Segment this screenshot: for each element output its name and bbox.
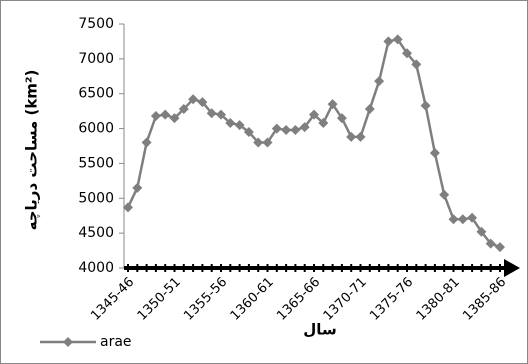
y-tick-label: 4000 <box>78 260 114 276</box>
data-point <box>467 212 478 223</box>
y-tick-label: 6500 <box>78 86 114 102</box>
data-point <box>132 182 143 193</box>
data-point <box>429 147 440 158</box>
y-tick-label: 6000 <box>78 121 114 137</box>
data-point <box>169 113 180 124</box>
data-point <box>225 117 236 128</box>
data-point <box>271 123 282 134</box>
data-point <box>495 242 505 253</box>
y-tick-label: 7500 <box>78 16 114 32</box>
data-point <box>364 104 375 115</box>
x-axis-label: سال <box>303 321 336 339</box>
y-axis-label: مساحت دریاچه (km²) <box>23 70 42 231</box>
data-point <box>457 214 468 225</box>
data-point <box>327 99 338 110</box>
data-point <box>123 202 133 213</box>
data-point <box>411 59 422 70</box>
data-point <box>448 214 459 225</box>
data-point <box>178 104 189 115</box>
data-point <box>355 131 366 142</box>
data-point <box>383 36 394 47</box>
data-point <box>402 48 412 59</box>
data-point <box>141 137 152 148</box>
legend-marker <box>63 337 73 347</box>
data-point <box>150 111 161 122</box>
data-point <box>253 137 264 148</box>
y-tick-label: 4500 <box>78 225 114 241</box>
y-tick-label: 7000 <box>78 51 114 67</box>
data-point <box>318 117 329 128</box>
data-point <box>336 113 347 124</box>
data-point <box>243 127 254 138</box>
data-point <box>216 109 226 120</box>
data-point <box>188 94 199 105</box>
data-point <box>309 109 319 120</box>
data-point <box>439 189 450 200</box>
data-point <box>197 97 208 108</box>
data-point <box>160 109 171 120</box>
x-axis-arrow <box>504 259 520 277</box>
data-point <box>485 238 496 249</box>
data-point <box>290 124 301 135</box>
data-point <box>262 137 273 148</box>
data-point <box>234 120 245 131</box>
data-point <box>476 226 487 237</box>
y-tick-label: 5500 <box>78 155 114 171</box>
y-tick-label: 5000 <box>78 190 114 206</box>
data-point <box>392 34 403 45</box>
data-point <box>299 122 310 133</box>
data-point <box>206 108 217 119</box>
legend-label: arae <box>100 334 132 350</box>
data-point <box>281 124 292 135</box>
data-point <box>346 131 357 142</box>
data-point <box>374 76 385 87</box>
data-point <box>420 100 431 111</box>
